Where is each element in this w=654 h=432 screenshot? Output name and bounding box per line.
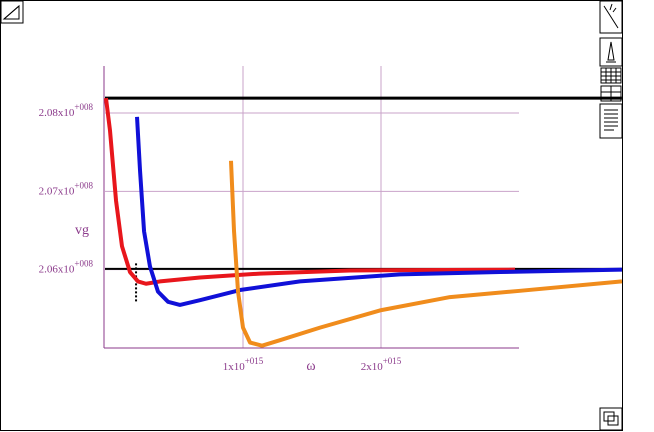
series-line	[228, 160, 623, 348]
series-line	[135, 116, 622, 307]
series-line	[103, 97, 516, 286]
y-tick-label: 2.07x10+008	[39, 180, 94, 196]
icon	[601, 68, 621, 83]
zoom-button[interactable]	[599, 407, 623, 431]
text-button[interactable]	[599, 103, 623, 139]
icon	[606, 41, 616, 63]
trace-button[interactable]	[599, 37, 623, 67]
x-tick-label: 2x10+015	[361, 356, 402, 372]
y-tick-label: 2.06x10+008	[39, 259, 94, 275]
icon	[607, 415, 619, 426]
icon	[604, 109, 618, 131]
y-axis-label: vg	[75, 223, 89, 238]
x-axis-label: ω	[306, 359, 315, 374]
icon	[603, 3, 619, 29]
x-tick-label: 1x10+015	[223, 356, 264, 372]
y-tick-label: 2.08x10+008	[39, 102, 94, 118]
resize-icon[interactable]	[0, 0, 24, 24]
